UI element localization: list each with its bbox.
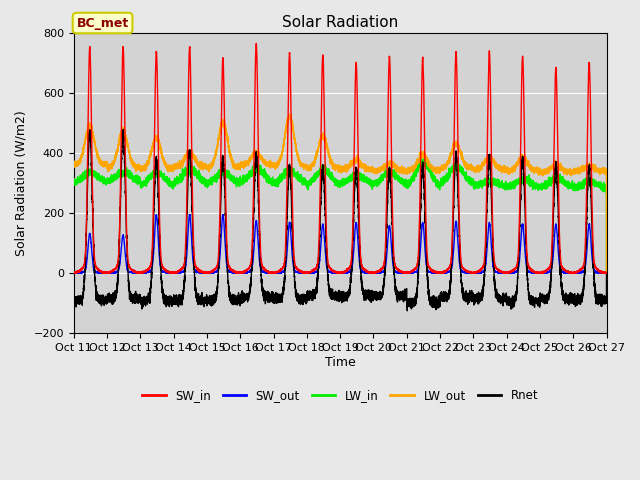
Rnet [208, 296, 216, 302]
Y-axis label: Solar Radiation (W/m2): Solar Radiation (W/m2) [15, 110, 28, 256]
X-axis label: Time: Time [324, 356, 355, 369]
LW_in [603, 270, 611, 276]
SW_in [534, 270, 542, 276]
Title: Solar Radiation: Solar Radiation [282, 15, 398, 30]
Rnet [234, 294, 241, 300]
Rnet [88, 200, 96, 206]
LW_in [208, 181, 216, 187]
Rnet [603, 270, 611, 276]
SW_out [208, 270, 216, 276]
Line: LW_out: LW_out [74, 114, 607, 273]
Rnet [403, 308, 411, 313]
Text: BC_met: BC_met [76, 16, 129, 30]
Legend: SW_in, SW_out, LW_in, LW_out, Rnet: SW_in, SW_out, LW_in, LW_out, Rnet [138, 384, 543, 407]
SW_out [186, 212, 194, 217]
LW_in [309, 180, 317, 185]
LW_in [470, 181, 478, 187]
Line: LW_in: LW_in [74, 158, 607, 273]
SW_out [88, 255, 96, 261]
SW_out [309, 270, 317, 276]
LW_out [88, 132, 96, 137]
LW_in [420, 156, 428, 161]
SW_out [534, 270, 542, 276]
LW_out [234, 165, 241, 171]
LW_in [234, 180, 241, 186]
SW_in [252, 40, 260, 46]
Rnet [309, 290, 317, 296]
Rnet [120, 127, 127, 132]
Rnet [470, 295, 478, 301]
SW_in [88, 187, 96, 193]
LW_out [70, 164, 77, 170]
LW_in [534, 181, 542, 187]
SW_out [470, 270, 478, 276]
SW_in [309, 268, 317, 274]
LW_out [470, 168, 478, 174]
LW_in [70, 182, 77, 188]
SW_out [234, 270, 241, 276]
Rnet [70, 296, 77, 302]
SW_in [70, 270, 77, 276]
LW_out [309, 162, 317, 168]
Line: Rnet: Rnet [74, 130, 607, 311]
Rnet [534, 297, 542, 302]
SW_out [70, 270, 77, 276]
LW_in [88, 172, 96, 178]
Line: SW_out: SW_out [74, 215, 607, 273]
SW_in [208, 268, 216, 274]
LW_out [603, 270, 611, 276]
Line: SW_in: SW_in [74, 43, 607, 273]
LW_out [286, 111, 294, 117]
SW_in [603, 270, 611, 276]
SW_in [234, 269, 241, 275]
LW_out [534, 169, 542, 175]
LW_out [208, 163, 216, 168]
SW_out [603, 270, 611, 276]
SW_in [470, 270, 478, 276]
